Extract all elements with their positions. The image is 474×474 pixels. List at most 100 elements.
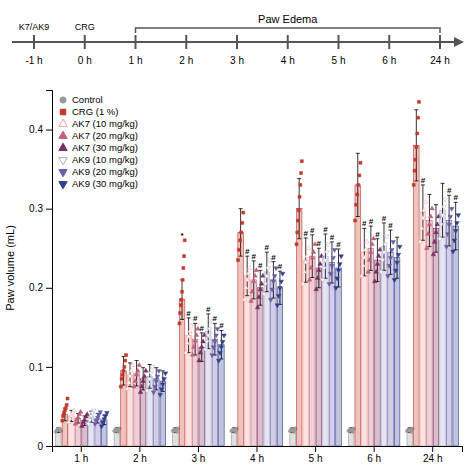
legend-symbol: [60, 109, 65, 114]
bar: [375, 260, 381, 446]
data-point: [147, 377, 152, 381]
data-point: [416, 132, 419, 135]
data-point: [192, 344, 197, 348]
y-tick-mark: [46, 446, 52, 447]
significance-marker: #: [186, 309, 191, 318]
data-point: [179, 312, 182, 315]
bar: [244, 276, 250, 446]
data-point: [439, 223, 444, 227]
data-point: [330, 264, 335, 268]
error-bar: [369, 226, 373, 270]
y-axis: 00.10.20.30.4: [29, 91, 52, 452]
error-bar: [323, 234, 327, 278]
data-point: [240, 231, 243, 234]
data-point: [189, 323, 194, 327]
data-point: [122, 369, 125, 372]
data-point: [142, 374, 147, 378]
bar: [179, 300, 185, 446]
data-point: [244, 285, 249, 289]
data-point: [301, 281, 306, 285]
data-point: [88, 419, 93, 423]
timeline-bracket: [136, 28, 441, 33]
data-point: [91, 409, 96, 413]
legend-label: AK9 (30 mg/kg): [72, 178, 138, 189]
data-point: [323, 259, 328, 263]
bar: [368, 248, 374, 446]
timeline-tick: [84, 35, 86, 49]
data-point: [145, 389, 150, 393]
bar: [420, 213, 426, 446]
legend-symbol: [59, 170, 67, 177]
y-tick-label: 0.1: [29, 362, 43, 373]
series: [67, 185, 428, 446]
legend-symbol: [59, 119, 67, 126]
data-point: [302, 269, 307, 273]
bar: [453, 226, 459, 446]
data-point: [65, 403, 68, 406]
data-point: [201, 339, 206, 343]
data-point: [241, 221, 244, 224]
data-point: [210, 354, 215, 358]
error-bar: [63, 408, 67, 421]
x-tick: 2 h: [133, 446, 147, 464]
data-point: [130, 363, 135, 367]
data-point: [432, 239, 437, 243]
legend-label: AK7 (20 mg/kg): [72, 130, 138, 141]
bar: [251, 280, 257, 446]
data-point: [157, 370, 162, 374]
data-point: [181, 290, 184, 293]
legend-item: AK9 (10 mg/kg): [59, 154, 138, 165]
data-point: [430, 206, 435, 210]
data-point: [268, 298, 273, 302]
plot-marks: [54, 100, 461, 446]
data-point: [386, 275, 391, 279]
significance-marker: #: [369, 217, 374, 226]
data-point: [297, 219, 300, 222]
data-point: [354, 219, 357, 222]
data-point: [427, 222, 432, 226]
bar: [336, 268, 342, 446]
data-point: [123, 365, 126, 368]
bar: [446, 221, 452, 446]
data-point: [124, 359, 127, 362]
data-point: [452, 239, 457, 243]
legend-item: AK9 (30 mg/kg): [59, 178, 138, 189]
bar: [277, 288, 283, 446]
timeline-label: 6 h: [382, 55, 396, 66]
timeline-tick: [236, 35, 238, 49]
data-point: [379, 271, 384, 275]
data-point: [425, 246, 430, 250]
timeline-tick: [388, 35, 390, 49]
x-tick-mark: [139, 446, 140, 452]
data-point: [414, 158, 417, 161]
x-tick-mark: [432, 446, 433, 452]
data-point: [78, 409, 83, 413]
data-point: [185, 341, 190, 345]
data-point: [448, 215, 453, 219]
significance-marker: #: [304, 229, 309, 238]
data-point: [238, 248, 241, 251]
data-point: [453, 230, 458, 234]
y-tick-mark: [46, 130, 52, 131]
data-point: [442, 206, 447, 210]
data-point: [272, 275, 277, 279]
data-point: [259, 281, 264, 285]
data-point: [292, 430, 295, 433]
data-point: [374, 269, 379, 273]
data-point: [335, 277, 340, 281]
data-point: [355, 203, 358, 206]
x-tick-mark: [198, 446, 199, 452]
bar: [388, 252, 394, 446]
legend-item: AK9 (20 mg/kg): [59, 166, 138, 177]
bar: [355, 185, 361, 446]
legend-label: Control: [72, 94, 103, 105]
legend-symbol: [59, 131, 67, 138]
y-tick-label: 0: [37, 441, 43, 452]
data-point: [320, 279, 325, 283]
data-point: [297, 209, 300, 212]
data-point: [86, 423, 91, 427]
data-point: [183, 239, 186, 242]
data-point: [327, 283, 332, 287]
y-tick: 0.2: [29, 282, 52, 293]
y-tick-mark: [46, 367, 52, 368]
